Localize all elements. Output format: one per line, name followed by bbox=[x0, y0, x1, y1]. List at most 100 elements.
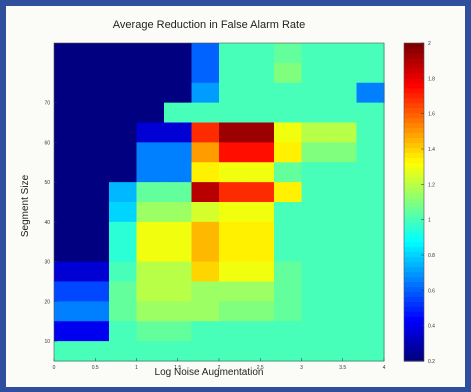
colorbar-segment bbox=[404, 301, 424, 307]
heatmap-cell bbox=[164, 202, 193, 223]
heatmap-cell bbox=[356, 142, 385, 163]
heatmap-cells bbox=[54, 43, 385, 362]
heatmap-cell bbox=[329, 142, 358, 163]
heatmap-cell bbox=[356, 341, 385, 362]
colorbar-segment bbox=[404, 182, 424, 188]
heatmap-cell bbox=[356, 281, 385, 302]
heatmap-cell bbox=[136, 341, 165, 362]
heatmap-cell bbox=[329, 321, 358, 342]
colorbar-segment bbox=[404, 147, 424, 153]
heatmap-cell bbox=[191, 162, 220, 183]
colorbar-segment bbox=[404, 281, 424, 288]
heatmap-cell bbox=[274, 62, 303, 84]
heatmap-cell bbox=[54, 281, 83, 302]
heatmap-cell bbox=[109, 301, 138, 322]
heatmap-cell bbox=[301, 261, 330, 283]
colorbar-segment bbox=[404, 251, 424, 258]
y-tick-label: 10 bbox=[44, 339, 50, 345]
x-tick-label: 1.5 bbox=[174, 365, 181, 371]
heatmap-cell bbox=[81, 202, 110, 223]
heatmap-cell bbox=[136, 281, 165, 302]
heatmap-cell bbox=[356, 102, 385, 124]
heatmap-cell bbox=[136, 261, 165, 283]
heatmap-cell bbox=[54, 142, 83, 163]
colorbar-tick-label: 0.8 bbox=[428, 253, 435, 259]
colorbar-segment bbox=[404, 236, 424, 243]
heatmap-cell bbox=[329, 182, 358, 203]
x-tick-label: 3 bbox=[300, 365, 303, 371]
heatmap-cell bbox=[219, 301, 248, 322]
colorbar-segment bbox=[404, 266, 424, 273]
colorbar: 0.2 0.4 0.6 0.8 1 1.2 1.4 1.6 1.8 2 bbox=[403, 41, 435, 365]
heatmap-cell bbox=[301, 142, 330, 163]
heatmap-cell bbox=[219, 281, 248, 302]
heatmap-cell bbox=[109, 202, 138, 223]
heatmap-cell bbox=[191, 261, 220, 283]
heatmap-cell bbox=[164, 321, 193, 342]
heatmap-cell bbox=[274, 202, 303, 223]
heatmap-cell bbox=[164, 62, 193, 84]
colorbar-segment bbox=[404, 162, 424, 168]
colorbar-segment bbox=[404, 231, 424, 238]
heatmap-cell bbox=[219, 102, 248, 124]
heatmap-cell bbox=[219, 182, 248, 203]
heatmap-cell bbox=[356, 221, 385, 243]
heatmap-cell bbox=[136, 182, 165, 203]
heatmap-cell bbox=[274, 182, 303, 203]
heatmap-cell bbox=[109, 241, 138, 263]
heatmap-cell bbox=[246, 341, 275, 362]
heatmap-cell bbox=[356, 62, 385, 84]
heatmap-cell bbox=[274, 221, 303, 243]
heatmap-cell bbox=[329, 162, 358, 183]
x-tick-label: 2 bbox=[218, 365, 221, 371]
colorbar-segment bbox=[404, 206, 424, 213]
heatmap-cell bbox=[301, 321, 330, 342]
heatmap-cell bbox=[81, 301, 110, 322]
heatmap-cell bbox=[274, 281, 303, 302]
heatmap-cell bbox=[81, 241, 110, 263]
heatmap-cell bbox=[274, 162, 303, 183]
heatmap-cell bbox=[329, 341, 358, 362]
heatmap-cell bbox=[329, 261, 358, 283]
colorbar-tick-label: 1.4 bbox=[428, 147, 435, 153]
heatmap-cell bbox=[54, 241, 83, 263]
heatmap-cell bbox=[191, 281, 220, 302]
heatmap-cell bbox=[54, 162, 83, 183]
heatmap-cell bbox=[109, 162, 138, 183]
heatmap-cell bbox=[191, 221, 220, 243]
heatmap-cell bbox=[356, 82, 385, 104]
colorbar-segment bbox=[404, 77, 424, 84]
heatmap-cell bbox=[356, 301, 385, 322]
heatmap-cell bbox=[301, 341, 330, 362]
heatmap-cell bbox=[356, 122, 385, 143]
colorbar-segment bbox=[404, 316, 424, 322]
y-tick-label: 60 bbox=[44, 140, 50, 146]
heatmap-cell bbox=[356, 162, 385, 183]
colorbar-segment bbox=[404, 197, 424, 203]
heatmap-cell bbox=[356, 202, 385, 223]
heatmap-cell bbox=[81, 162, 110, 183]
heatmap-cell bbox=[136, 142, 165, 163]
colorbar-segment bbox=[404, 211, 424, 218]
colorbar-segment bbox=[404, 311, 424, 317]
heatmap-cell bbox=[54, 261, 83, 283]
heatmap-cell bbox=[274, 102, 303, 124]
colorbar-segment bbox=[404, 216, 424, 223]
heatmap-cell bbox=[164, 122, 193, 143]
heatmap-cell bbox=[136, 43, 165, 64]
heatmap-cell bbox=[301, 162, 330, 183]
heatmap-cell bbox=[219, 43, 248, 64]
heatmap-cell bbox=[81, 43, 110, 64]
heatmap-cell bbox=[109, 102, 138, 124]
heatmap-cell bbox=[81, 142, 110, 163]
heatmap-cell bbox=[54, 43, 83, 64]
heatmap-cell bbox=[136, 102, 165, 124]
heatmap-cell bbox=[246, 261, 275, 283]
heatmap-cell bbox=[164, 301, 193, 322]
heatmap-cell bbox=[136, 162, 165, 183]
y-tick-label: 70 bbox=[44, 101, 50, 107]
heatmap-cell bbox=[109, 62, 138, 84]
heatmap-cell bbox=[191, 122, 220, 143]
heatmap-cell bbox=[54, 221, 83, 243]
heatmap-cell bbox=[329, 202, 358, 223]
